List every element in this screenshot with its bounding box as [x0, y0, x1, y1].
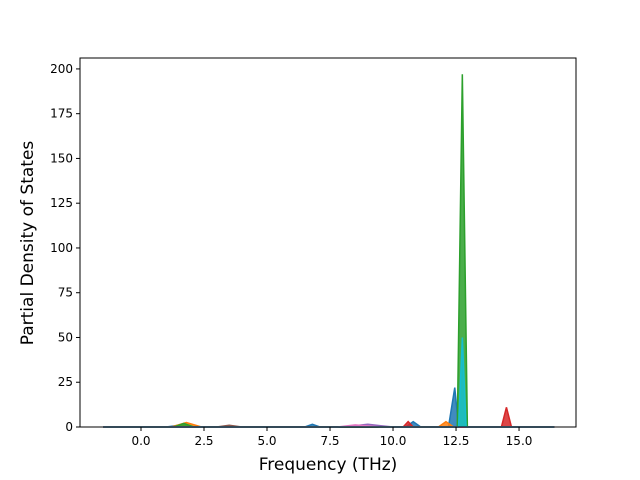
y-tick-label: 125: [50, 196, 73, 210]
area: [103, 407, 555, 427]
line: [103, 407, 555, 428]
x-tick-label: 5.0: [257, 434, 276, 448]
line: [103, 74, 555, 428]
x-tick-label: 7.5: [320, 434, 339, 448]
x-tick-label: 12.5: [443, 434, 470, 448]
line: [103, 387, 555, 428]
y-tick-label: 100: [50, 241, 73, 255]
area: [103, 74, 555, 427]
x-tick-label: 0.0: [131, 434, 150, 448]
x-tick-label: 15.0: [506, 434, 533, 448]
y-tick-label: 50: [58, 330, 73, 344]
y-tick-label: 25: [58, 375, 73, 389]
area: [103, 387, 555, 427]
y-tick-label: 75: [58, 286, 73, 300]
x-tick-label: 10.0: [380, 434, 407, 448]
y-axis-label: Partial Density of States: [18, 141, 38, 346]
x-tick-label: 2.5: [194, 434, 213, 448]
plot-frame: [79, 57, 577, 428]
y-tick-label: 0: [65, 420, 73, 434]
area: [103, 337, 555, 427]
line: [103, 337, 555, 428]
y-tick-label: 200: [50, 62, 73, 76]
y-tick-label: 150: [50, 151, 73, 165]
x-axis-label: Frequency (THz): [259, 455, 398, 475]
y-tick-label: 175: [50, 107, 73, 121]
